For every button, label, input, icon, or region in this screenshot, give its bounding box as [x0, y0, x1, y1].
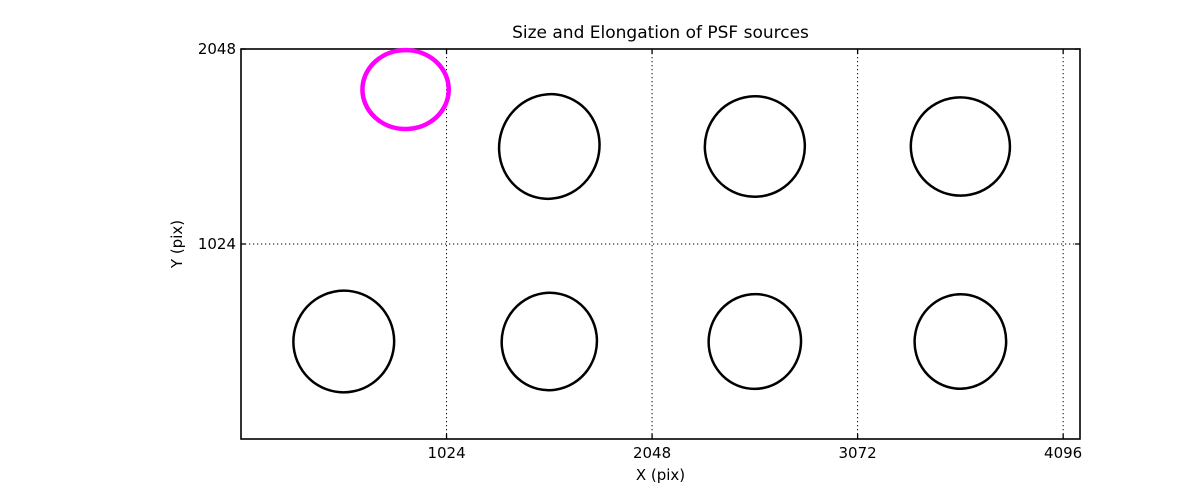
psf-ellipse — [909, 96, 1012, 197]
y-tick-label: 2048 — [197, 40, 236, 58]
y-axis-label: Y (pix) — [168, 219, 186, 269]
axes-border — [240, 48, 1081, 440]
psf-ellipse — [707, 292, 803, 391]
x-tick-label: 3072 — [838, 444, 877, 462]
psf-ellipse — [500, 291, 599, 392]
x-tick-label: 1024 — [427, 444, 466, 462]
x-tick-label: 4096 — [1044, 444, 1083, 462]
psf-ellipse — [703, 94, 807, 199]
psf-ellipse — [497, 92, 601, 201]
x-tick-label: 2048 — [632, 444, 672, 462]
highlight-ellipse — [360, 47, 451, 132]
psf-ellipse — [913, 293, 1008, 390]
x-axis-label: X (pix) — [635, 466, 686, 484]
psf-ellipse — [292, 289, 396, 394]
chart-title: Size and Elongation of PSF sources — [512, 23, 809, 43]
y-tick-label: 1024 — [197, 235, 236, 253]
